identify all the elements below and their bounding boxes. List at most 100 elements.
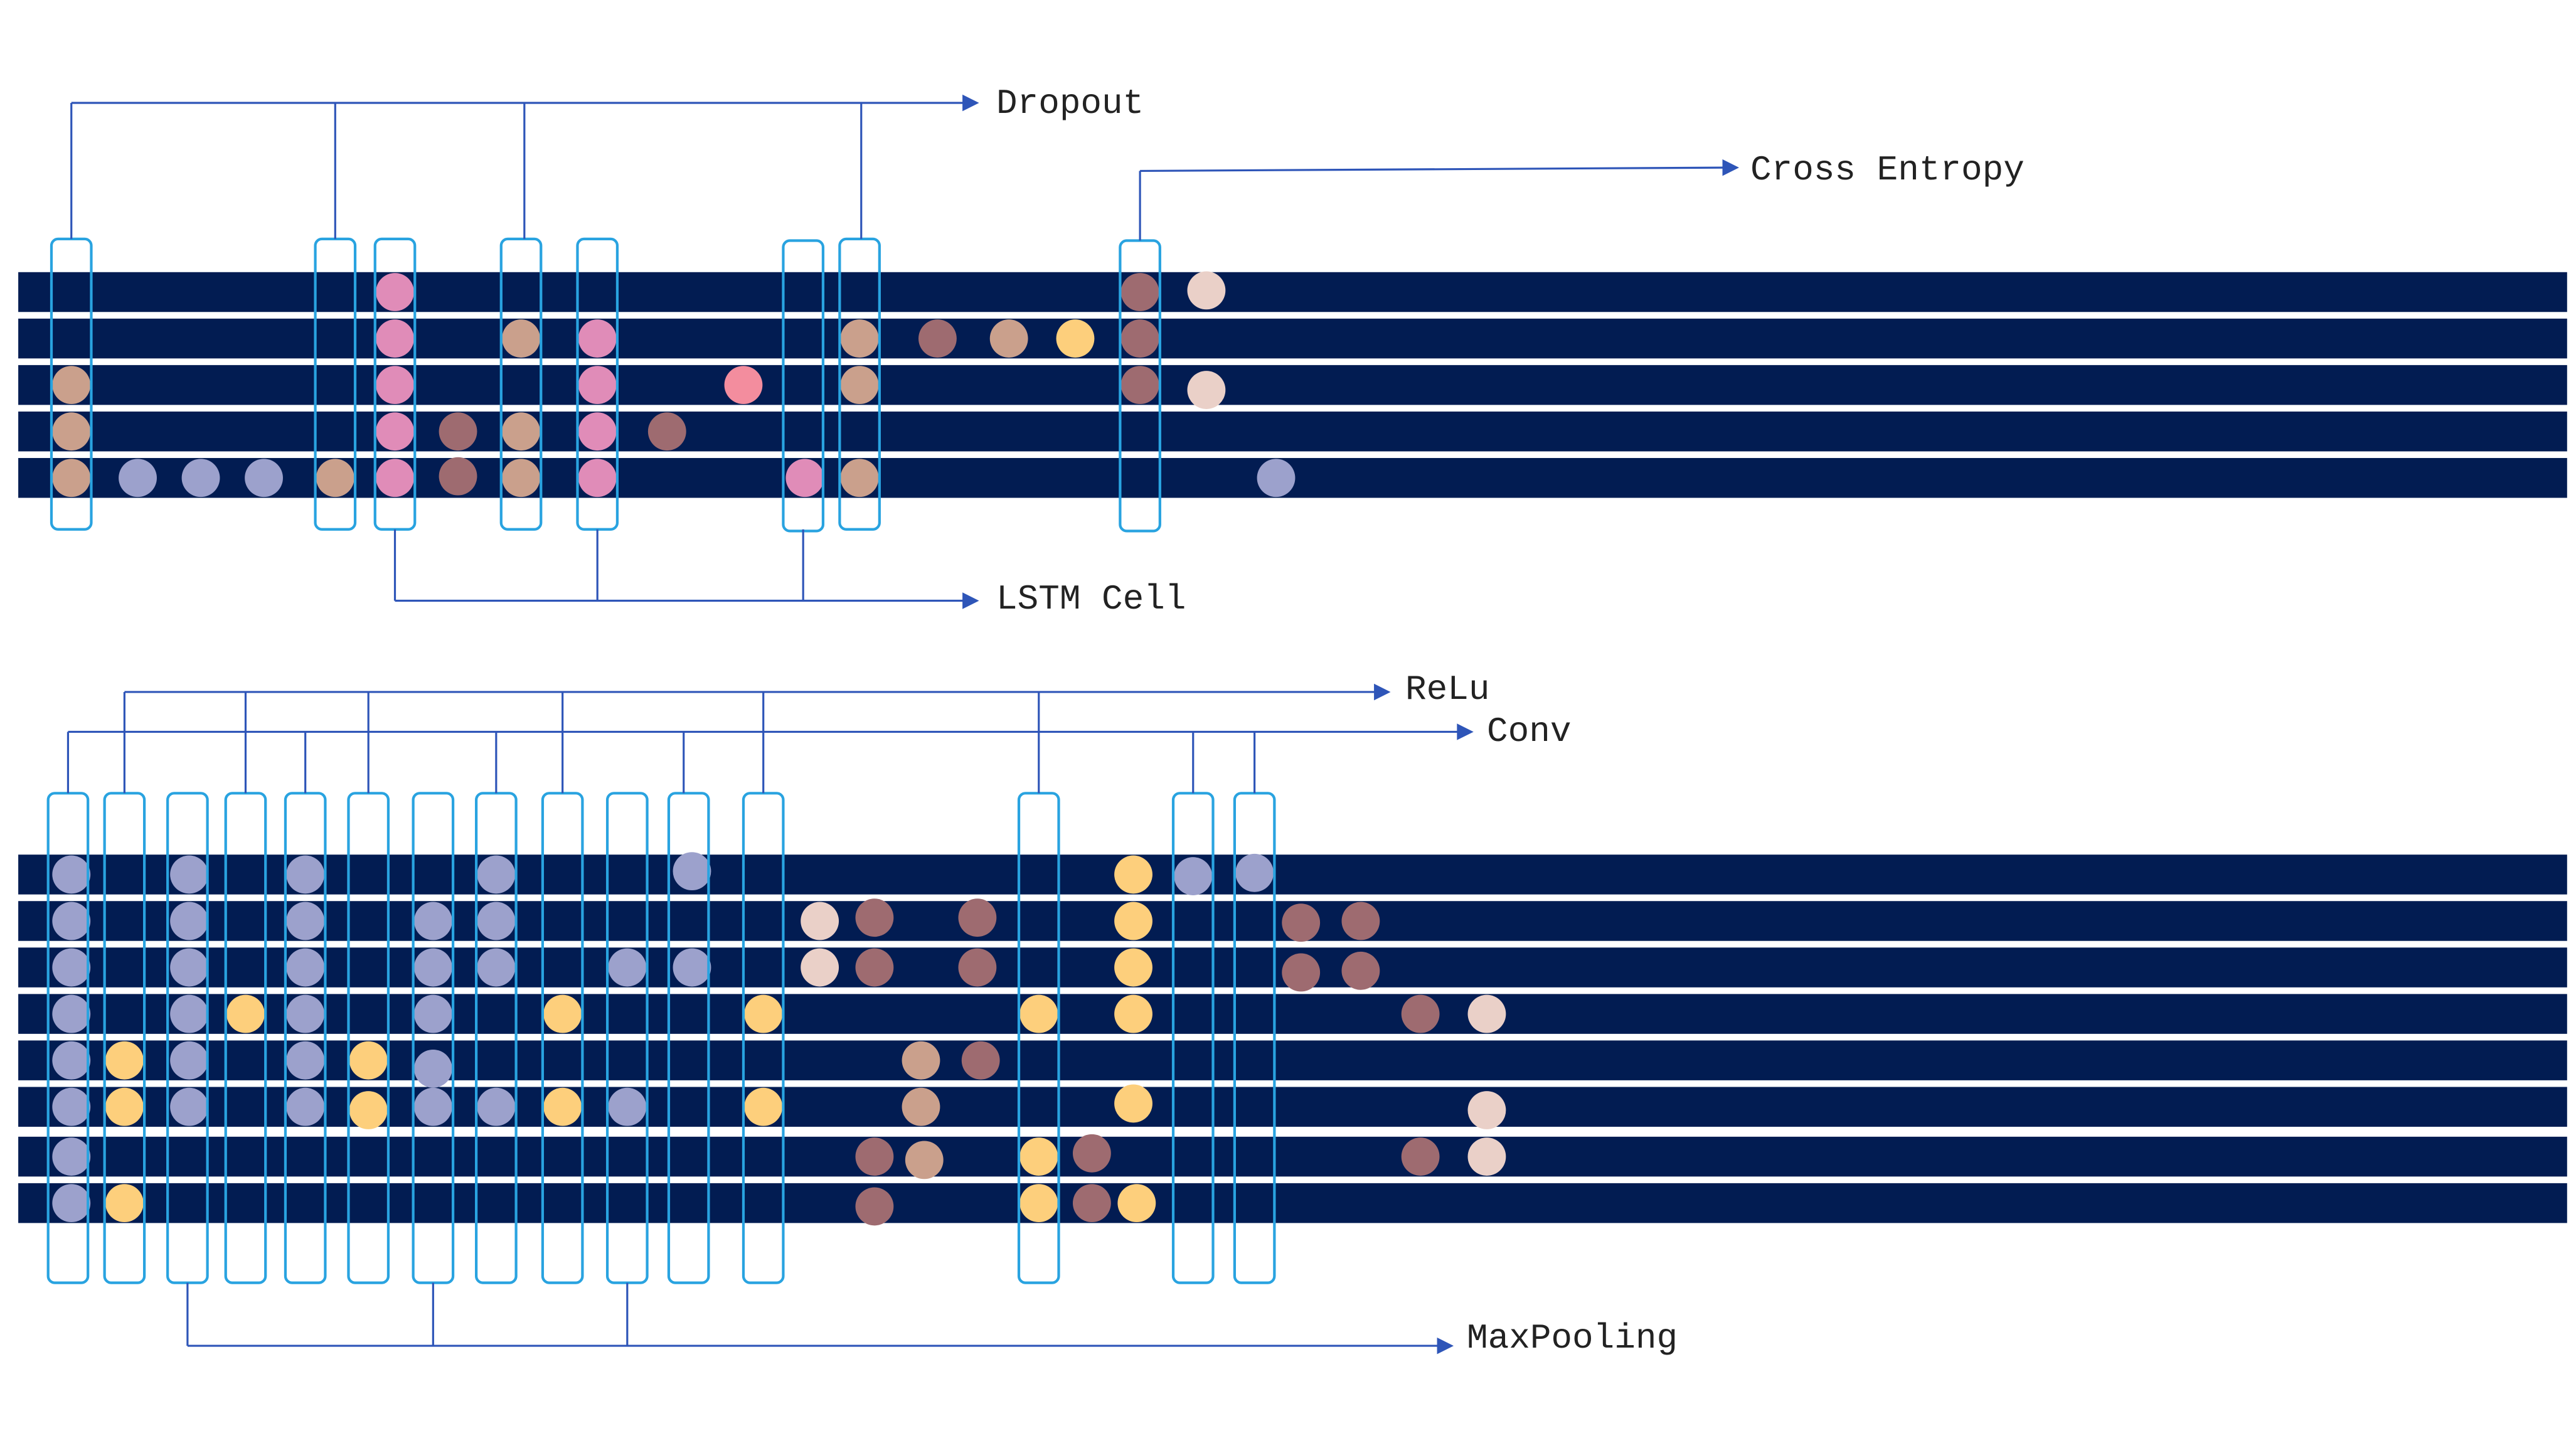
dot (578, 412, 617, 451)
dot (905, 1141, 944, 1179)
dot (673, 948, 711, 987)
dot (105, 1087, 144, 1126)
dot (1401, 994, 1440, 1033)
track-row (18, 1183, 2567, 1223)
dot (349, 1041, 388, 1080)
dot (961, 1041, 1000, 1080)
track-row (18, 855, 2567, 895)
dot (413, 1087, 452, 1126)
track-row (18, 994, 2567, 1034)
dot (840, 366, 879, 405)
dot (286, 1041, 325, 1080)
dot (578, 459, 617, 498)
column-frame (499, 237, 543, 531)
dot (744, 1087, 783, 1126)
dot (902, 1041, 940, 1080)
dot (840, 459, 879, 498)
dot (543, 994, 582, 1033)
dot (608, 948, 647, 987)
dot (1341, 951, 1380, 990)
dot (413, 948, 452, 987)
cross-entropy-label: Cross Entropy (1750, 150, 2025, 190)
dot (578, 319, 617, 358)
dot (801, 902, 839, 940)
connector-line (1140, 166, 1726, 173)
dot (52, 902, 91, 940)
dot (376, 366, 414, 405)
dot (52, 1184, 91, 1223)
dot (1114, 994, 1152, 1033)
dot (673, 852, 711, 891)
dot (439, 457, 477, 496)
dot (52, 994, 91, 1033)
track-row (18, 1136, 2567, 1177)
dot (855, 1137, 894, 1176)
dot (1114, 948, 1152, 987)
dot (376, 459, 414, 498)
dot (1187, 271, 1226, 310)
dot (477, 855, 516, 894)
lstm-cell-arrow (962, 592, 979, 609)
dot (52, 459, 91, 498)
dot (1257, 459, 1296, 498)
dot (170, 994, 208, 1033)
dot (477, 902, 516, 940)
dot (608, 1087, 647, 1126)
dot (52, 1041, 91, 1080)
dot (105, 1184, 144, 1223)
dot (1019, 1184, 1058, 1223)
dot (989, 319, 1028, 358)
relu-arrow (1374, 683, 1391, 701)
dot (181, 459, 220, 498)
track-row (18, 1040, 2567, 1080)
dot (1401, 1137, 1440, 1176)
dot (286, 1087, 325, 1126)
dot (1072, 1134, 1111, 1173)
dot (245, 459, 283, 498)
dot (958, 948, 997, 987)
dot (170, 1087, 208, 1126)
dot (413, 1049, 452, 1088)
dot (1282, 903, 1321, 942)
dot (855, 948, 894, 987)
dot (286, 902, 325, 940)
dot (105, 1041, 144, 1080)
dot (349, 1091, 388, 1129)
dot (286, 948, 325, 987)
dot (1114, 1084, 1152, 1123)
dot (1120, 319, 1159, 358)
dot (1120, 273, 1159, 311)
dot (413, 902, 452, 940)
maxpooling-label: MaxPooling (1467, 1318, 1678, 1358)
dot (1467, 1137, 1506, 1176)
dot (170, 948, 208, 987)
dot (578, 366, 617, 405)
dot (1056, 319, 1095, 358)
dot (902, 1087, 940, 1126)
dot (1019, 1137, 1058, 1176)
dot (439, 412, 477, 451)
dot (413, 994, 452, 1033)
track-row (18, 365, 2567, 405)
dot (1174, 857, 1213, 895)
dot (1235, 853, 1274, 892)
dot (316, 459, 354, 498)
dot (52, 1087, 91, 1126)
dot (1114, 855, 1152, 894)
dot (477, 1087, 516, 1126)
dot (376, 319, 414, 358)
dot (1341, 902, 1380, 940)
dot (170, 1041, 208, 1080)
dot (170, 855, 208, 894)
cross-entropy-arrow (1722, 159, 1739, 176)
dot (477, 948, 516, 987)
dot (1467, 994, 1506, 1033)
dot (52, 1137, 91, 1176)
dot (52, 366, 91, 405)
dot (226, 994, 265, 1033)
dot (502, 412, 540, 451)
dot (502, 319, 540, 358)
maxpooling-arrow (1437, 1337, 1454, 1355)
dot (52, 948, 91, 987)
